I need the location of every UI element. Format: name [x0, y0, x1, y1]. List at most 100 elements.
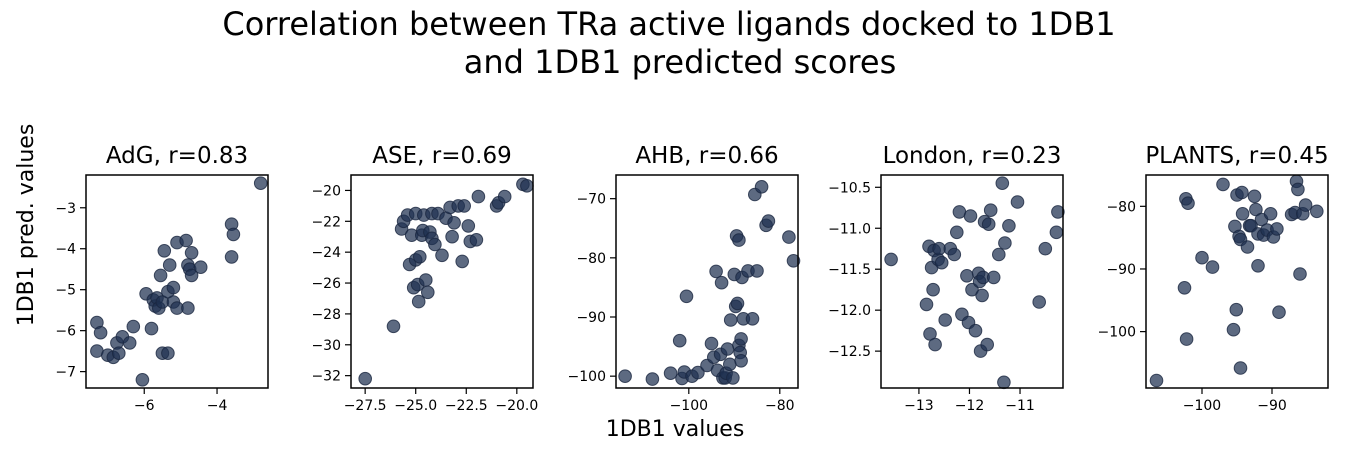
data-point [754, 180, 769, 194]
data-point [947, 247, 962, 262]
x-tick-label: −20.0 [495, 398, 538, 414]
data-point [413, 249, 427, 264]
data-point [455, 254, 470, 269]
data-point [457, 199, 472, 213]
data-point [93, 325, 108, 340]
x-tick-label: −12 [955, 398, 985, 414]
y-tick-label: −70 [576, 192, 606, 208]
data-point [884, 252, 898, 267]
data-point [720, 342, 735, 356]
x-tick-label: −80 [765, 398, 795, 414]
data-point [520, 179, 534, 193]
data-point [447, 216, 461, 230]
data-point [928, 337, 942, 352]
data-point [1293, 267, 1307, 281]
data-point [1235, 207, 1250, 221]
y-tick-label: −6 [55, 324, 76, 340]
data-point [181, 301, 195, 315]
subplot-4: London, r=0.23 −13 −12 −11 −12.5 −12.0 −11.5 −1… [828, 143, 1065, 414]
data-point [1195, 250, 1209, 265]
data-point [926, 282, 940, 297]
data-point [919, 297, 934, 312]
data-point [983, 203, 998, 217]
y-tick-label: −26 [311, 276, 341, 292]
axes-frame [350, 174, 534, 389]
data-point [1179, 332, 1194, 346]
y-tick-label: −100 [568, 369, 606, 385]
y-axis-label: 1DB1 pred. values [14, 124, 39, 327]
data-point [166, 280, 181, 295]
data-point [419, 273, 433, 287]
data-point [428, 237, 442, 252]
data-point [1291, 182, 1305, 197]
data-point [1226, 322, 1241, 337]
data-point [358, 371, 373, 386]
subplot-title: ASE, r=0.69 [372, 143, 511, 169]
data-point [998, 236, 1012, 250]
data-point [144, 321, 159, 336]
subplot-1: AdG, r=0.83 −6 −4 −7 −6 −5 −4 −3 [55, 143, 269, 414]
y-tick-label: −12.0 [828, 303, 871, 319]
data-point [1270, 222, 1284, 236]
data-point [734, 354, 748, 368]
data-point [1310, 204, 1324, 219]
x-tick-label: −100 [670, 398, 708, 414]
data-point [411, 294, 426, 309]
data-point [745, 312, 760, 326]
data-point [1240, 240, 1255, 254]
y-tick-label: −22 [311, 214, 341, 230]
data-point [734, 332, 748, 346]
data-point [1032, 295, 1046, 309]
subplot-title: AHB, r=0.66 [635, 143, 778, 169]
y-tick-label: −20 [311, 183, 341, 199]
data-point [1233, 361, 1248, 375]
axes-frame [615, 174, 799, 389]
data-point [726, 371, 740, 385]
x-tick-label: −100 [1183, 398, 1221, 414]
subplot-3: AHB, r=0.66 −100 −80 −100 −90 −80 −70 [568, 143, 801, 414]
data-point [645, 372, 660, 386]
data-point [135, 373, 150, 387]
data-point [663, 366, 678, 381]
data-point [471, 189, 486, 204]
data-point [435, 248, 449, 263]
data-point [193, 260, 208, 275]
y-tick-label: −80 [576, 251, 606, 267]
y-tick-label: −30 [311, 338, 341, 354]
data-point [386, 319, 401, 334]
data-point [126, 319, 141, 334]
data-point [714, 275, 729, 290]
data-point [960, 269, 974, 283]
data-point [761, 214, 776, 228]
data-point [992, 247, 1006, 262]
data-point [1205, 260, 1220, 274]
x-tick-label: −6 [134, 398, 155, 414]
data-point [934, 255, 949, 270]
y-tick-label: −24 [311, 245, 341, 261]
data-point [1149, 373, 1164, 388]
data-point [782, 230, 796, 244]
data-point [161, 346, 175, 361]
data-point [679, 289, 694, 304]
data-point [226, 227, 241, 242]
subplot-2: ASE, r=0.69 −27.5 −25.0 −22.5 −20.0 −32 −30 −28… [311, 143, 538, 414]
y-tick-label: −28 [311, 307, 341, 323]
x-tick-label: −11 [1005, 398, 1035, 414]
y-tick-label: −32 [311, 369, 341, 385]
data-point [122, 336, 137, 350]
subplot-title: London, r=0.23 [883, 143, 1062, 169]
data-point [975, 288, 989, 303]
data-point [157, 244, 172, 258]
x-tick-label: −25.0 [394, 398, 437, 414]
data-point [1251, 259, 1265, 273]
data-point [963, 209, 978, 223]
data-point [1010, 195, 1025, 209]
data-point [723, 313, 738, 327]
data-point [224, 250, 239, 264]
subplot-5: PLANTS, r=0.45 −100 −90 −100 −90 −80 [1098, 143, 1329, 414]
data-point [461, 219, 476, 233]
data-point [153, 268, 168, 283]
y-tick-label: −12.5 [828, 344, 871, 360]
y-tick-label: −3 [55, 201, 76, 217]
